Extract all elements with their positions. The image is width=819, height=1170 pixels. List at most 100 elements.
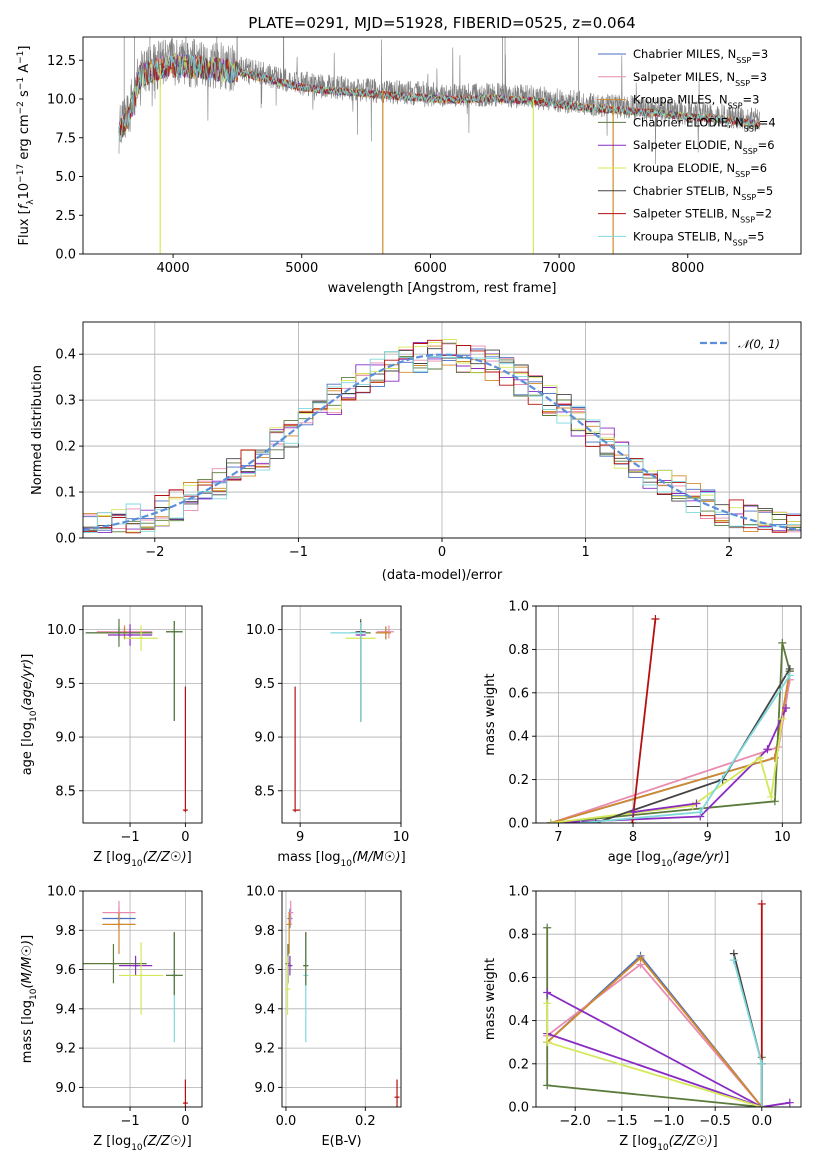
weight-vs-z-panel: −2.0 −1.5 −1.0 −0.5 0.0 0.0 0.2 0.4 0.6 0.8 1.0 Z […	[483, 885, 802, 1153]
y-tick-label: 9.4	[254, 1002, 275, 1017]
residuals-panel: −2 −1 0 1 2 0.0 0.1 0.2 0.3 0.4 (data-model)/error…	[30, 321, 802, 583]
weight-line	[550, 679, 791, 823]
x-tick-label: 9	[704, 830, 712, 845]
axes-frame	[82, 890, 203, 1108]
weight-point	[757, 1059, 766, 1068]
y-axis-label: mass [log10(M/M☉)]	[20, 935, 39, 1063]
y-tick-label: 10.0	[47, 623, 76, 638]
normal-curve-line	[83, 353, 801, 531]
x-axis-label: age [log10(age/yr)]	[608, 850, 730, 869]
weight-point	[629, 808, 638, 817]
weight-series-10	[629, 799, 701, 817]
y-tick-label: 5.0	[55, 170, 76, 185]
weight-point	[763, 745, 772, 754]
x-tick-label: −1.0	[653, 1114, 685, 1129]
weight-vs-age-panel: 7 8 9 10 0.0 0.2 0.4 0.6 0.8 1.0 age [log10(age/yr…	[483, 600, 802, 869]
x-tick-label: 0	[438, 545, 446, 560]
y-tick-label: 0.2	[508, 773, 529, 788]
x-tick-label: −1	[289, 545, 308, 560]
mass-vs-z-plot-area	[83, 900, 188, 1107]
weight-line	[580, 674, 791, 823]
spectrum-legend: Chabrier MILES, NSSP=3 Salpeter MILES, NS…	[598, 47, 776, 247]
errorbar-point-4	[85, 618, 153, 647]
errorbar-point-10	[303, 932, 309, 986]
weight-line	[546, 954, 763, 1107]
axes-frame	[82, 605, 203, 824]
residuals-plot-area	[83, 339, 801, 534]
x-tick-label: 8000	[671, 261, 704, 276]
y-tick-label: 9.0	[254, 1081, 275, 1096]
weight-point	[692, 799, 701, 808]
x-tick-label: −2.0	[559, 1114, 591, 1129]
y-tick-label: 7.5	[55, 131, 76, 146]
weight-point	[651, 615, 660, 624]
weight-point	[546, 819, 555, 823]
weight-point	[770, 797, 779, 806]
x-tick-label: −1	[120, 1114, 139, 1129]
weight-point	[778, 638, 787, 647]
x-tick-label: 6000	[414, 261, 447, 276]
y-axis-label: Normed distribution	[30, 365, 45, 495]
x-tick-label: −1.5	[606, 1114, 638, 1129]
x-tick-label: −2	[145, 545, 164, 560]
y-tick-label: 9.5	[55, 677, 76, 692]
y-tick-label: 9.2	[254, 1042, 275, 1057]
weight-line	[595, 668, 791, 823]
weight-vs-age-plot-area	[546, 615, 794, 823]
errorbar-point-3	[375, 626, 391, 640]
y-tick-label: 2.5	[55, 209, 76, 224]
x-axis-label: (data-model)/error	[382, 568, 503, 583]
x-tick-label: −0.5	[699, 1114, 731, 1129]
weight-point	[591, 819, 600, 823]
y-tick-label: 0.8	[508, 643, 529, 658]
legend-label: Salpeter ELODIE, NSSP=6	[633, 138, 775, 156]
x-tick-label: 1	[581, 545, 589, 560]
y-tick-label: 12.5	[47, 54, 76, 69]
x-axis-label: E(B-V)	[321, 1134, 361, 1149]
y-tick-label: 9.4	[55, 1002, 76, 1017]
weight-point	[757, 899, 766, 908]
legend-label: Chabrier MILES, NSSP=3	[633, 47, 768, 65]
x-tick-label: −1	[120, 830, 139, 845]
weight-line	[631, 618, 657, 823]
errorbar-point-4	[83, 944, 147, 984]
weight-point	[543, 1081, 552, 1090]
x-tick-label: 0	[181, 830, 189, 845]
weight-series-4	[546, 638, 794, 823]
weight-series-4	[543, 923, 766, 1107]
errorbar-point-10	[166, 621, 183, 721]
x-tick-label: 10	[393, 830, 410, 845]
weight-point	[729, 956, 738, 965]
y-tick-label: 0.8	[508, 928, 529, 943]
y-tick-label: 0.0	[55, 532, 76, 547]
weight-series-2	[546, 675, 794, 823]
weight-line	[732, 959, 763, 1107]
weight-series-9	[576, 671, 794, 823]
axes-frame	[82, 36, 802, 255]
errorbar-point-6	[124, 625, 158, 652]
x-axis-label: wavelength [Angstrom, rest frame]	[328, 281, 557, 296]
weight-point	[785, 671, 794, 680]
errorbar-point-3	[286, 912, 292, 954]
y-tick-label: 10.0	[47, 93, 76, 108]
y-axis-label: Flux [fλ10−17 erg cm−2 s−1 A−1]	[16, 46, 36, 246]
legend-label: Salpeter STELIB, NSSP=2	[633, 207, 772, 225]
x-tick-label: 7000	[543, 261, 576, 276]
axes-frame	[535, 890, 802, 1108]
weight-point	[576, 819, 585, 823]
y-tick-label: 9.8	[55, 924, 76, 939]
y-tick-label: 0.0	[508, 1101, 529, 1116]
residual-legend: 𝒩(0, 1)	[700, 337, 780, 351]
y-tick-label: 9.8	[254, 924, 275, 939]
weight-line	[546, 927, 763, 1107]
x-axis-label: Z [log10(Z/Z☉)]	[93, 1134, 191, 1153]
y-tick-label: 0.0	[508, 817, 529, 832]
errorbar-point-8	[182, 1079, 188, 1107]
y-tick-label: 10.0	[246, 623, 275, 638]
x-axis-label: mass [log10(M/M☉)]	[277, 850, 405, 869]
weight-line	[632, 802, 697, 813]
legend-label: Chabrier STELIB, NSSP=5	[633, 184, 773, 202]
y-tick-label: 8.5	[55, 784, 76, 799]
legend-label: Salpeter MILES, NSSP=3	[633, 70, 767, 88]
